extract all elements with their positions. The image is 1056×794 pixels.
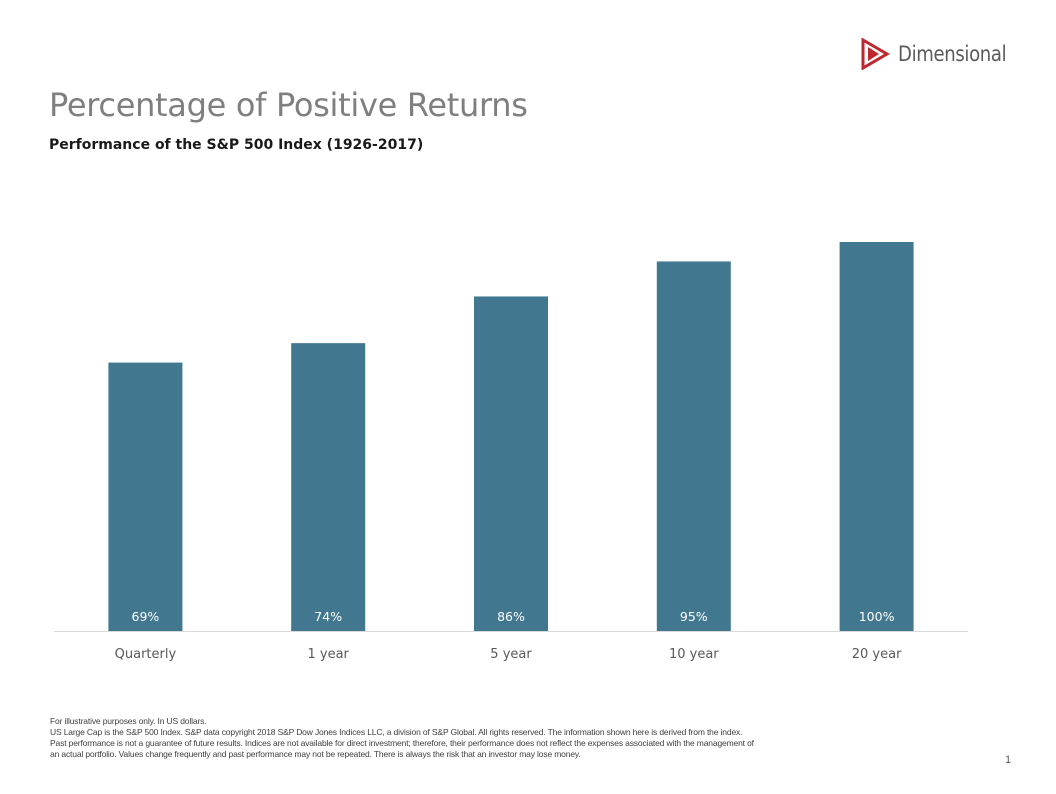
footnote: For illustrative purposes only. In US do… — [50, 716, 830, 760]
page-title: Percentage of Positive Returns — [49, 86, 528, 124]
page-subtitle: Performance of the S&P 500 Index (1926-2… — [49, 137, 424, 153]
bar-1-year — [291, 343, 366, 631]
footnote-line: an actual portfolio. Values change frequ… — [50, 749, 581, 759]
bar-20-year — [839, 242, 914, 631]
bar-5-year — [474, 296, 548, 631]
footnote-line: US Large Cap is the S&P 500 Index. S&P d… — [50, 727, 743, 737]
data-label: 95% — [680, 609, 708, 624]
x-tick-label: 10 year — [669, 647, 719, 662]
x-tick-label: 20 year — [852, 647, 902, 662]
data-label: 69% — [132, 609, 160, 624]
data-label: 86% — [497, 609, 525, 624]
footnote-line: Past performance is not a guarantee of f… — [50, 738, 754, 748]
page-number: 1 — [1005, 754, 1012, 766]
brand-name: Dimensional — [898, 42, 1007, 66]
data-label: 100% — [859, 609, 895, 624]
data-label: 74% — [314, 609, 342, 624]
bar-chart: 69% Quarterly 74% 1 year 86% 5 year 95% 10 year… — [54, 242, 968, 662]
x-tick-label: 1 year — [307, 647, 349, 662]
brand-logo: Dimensional — [860, 38, 1024, 70]
dimensional-logo-icon — [861, 38, 890, 70]
footnote-line: For illustrative purposes only. In US do… — [50, 716, 207, 726]
x-tick-label: 5 year — [490, 647, 532, 662]
x-tick-label: Quarterly — [115, 647, 177, 662]
bar-10-year — [656, 261, 731, 631]
bar-quarterly — [108, 362, 183, 631]
